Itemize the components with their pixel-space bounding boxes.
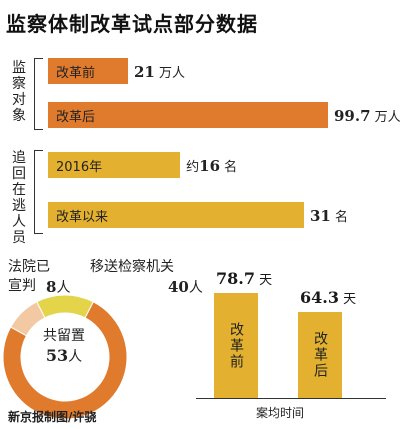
fugitive-group-label: 追回在逃人员 xyxy=(12,150,26,246)
case-time-bar-1: 改革后 xyxy=(298,312,342,398)
sec2-value-1: 31 名 xyxy=(310,207,349,225)
prosecutor-slice-label: 移送检察机关 xyxy=(90,259,174,275)
case-time-bar-label-0: 改革前 xyxy=(228,321,244,370)
sec2-bar-0: 2016年 xyxy=(48,152,181,178)
court-slice-label: 法院已宣判 xyxy=(8,259,50,294)
case-time-value-1: 64.3 天 xyxy=(300,288,357,308)
sec1-value-0: 21 万人 xyxy=(134,63,186,81)
sec1-bar-0: 改革前 xyxy=(48,58,128,84)
case-time-value-0: 78.7 天 xyxy=(216,269,273,288)
sec1-value-1: 99.7 万人 xyxy=(334,107,400,125)
donut-hole xyxy=(22,314,108,400)
donut-slice-2 xyxy=(10,301,46,337)
donut-slice-1 xyxy=(2,301,128,420)
court-slice-value: 8人 xyxy=(46,278,71,296)
sec1-bar-1: 改革后 xyxy=(48,102,328,128)
fugitive-bracket xyxy=(34,150,43,234)
credit-line: 新京报制图/许骁 xyxy=(8,410,97,424)
supervision-bracket xyxy=(34,58,43,130)
sec2-value-0: 约16 名 xyxy=(186,157,238,175)
donut-center-label: 共留置 53人 xyxy=(43,328,85,365)
case-time-bar-0: 改革前 xyxy=(214,293,258,398)
supervision-group-label: 监察对象 xyxy=(12,60,26,124)
chart-title: 监察体制改革试点部分数据 xyxy=(6,12,258,36)
case-time-xlabel: 案均时间 xyxy=(256,406,305,420)
case-time-axis xyxy=(196,398,386,399)
sec2-bar-1: 改革以来 xyxy=(48,202,304,228)
case-time-bar-label-1: 改革后 xyxy=(312,331,328,380)
prosecutor-slice-value: 40人 xyxy=(168,278,203,296)
detention-donut xyxy=(2,294,128,420)
